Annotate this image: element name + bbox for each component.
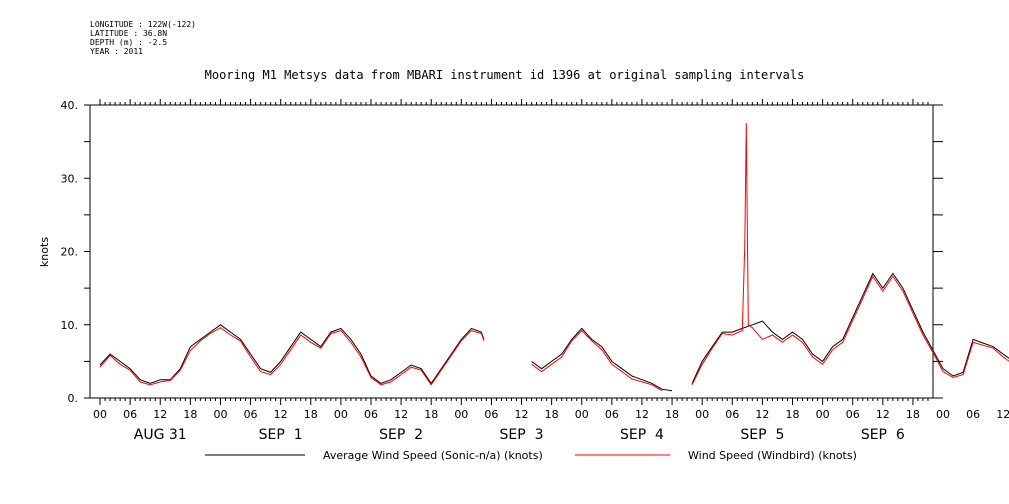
x-hour-label: 18 bbox=[183, 408, 197, 421]
x-hour-label: 18 bbox=[665, 408, 679, 421]
windbird-wind-speed-line bbox=[691, 123, 1009, 386]
y-tick-label: 0. bbox=[68, 392, 79, 405]
x-axis: 00 06 12 18 00 06 12 18 00 06 12 18 00 06 12 18 00 06 12 18… bbox=[93, 99, 1009, 443]
x-day-label: SEP 2 bbox=[379, 427, 423, 443]
longitude-label: LONGITUDE : 122W(-122) bbox=[90, 20, 196, 29]
x-hour-label: 06 bbox=[244, 408, 258, 421]
plot-frame bbox=[89, 104, 934, 399]
depth-label: DEPTH (m) : -2.5 bbox=[90, 38, 168, 47]
x-hour-label: 06 bbox=[846, 408, 860, 421]
x-hour-label: 06 bbox=[484, 408, 498, 421]
series-layer bbox=[99, 123, 1009, 392]
y-tick-label: 20. bbox=[61, 246, 79, 259]
x-hour-label: 18 bbox=[304, 408, 318, 421]
x-day-label: AUG 31 bbox=[134, 427, 187, 443]
x-day-label: SEP 5 bbox=[740, 427, 784, 443]
x-hour-label: 18 bbox=[545, 408, 559, 421]
x-hour-label: 12 bbox=[153, 408, 167, 421]
legend: Average Wind Speed (Sonic-n/a) (knots) W… bbox=[205, 449, 857, 462]
x-hour-label: 00 bbox=[936, 408, 950, 421]
x-hour-label: 00 bbox=[213, 408, 227, 421]
legend-label-windbird: Wind Speed (Windbird) (knots) bbox=[688, 449, 857, 462]
x-day-label: SEP 4 bbox=[620, 427, 664, 443]
x-hour-label: 06 bbox=[605, 408, 619, 421]
x-hour-label: 06 bbox=[123, 408, 137, 421]
year-label: YEAR : 2011 bbox=[90, 47, 143, 56]
average-wind-speed-line bbox=[531, 327, 673, 392]
x-hour-label: 00 bbox=[93, 408, 107, 421]
y-tick-label: 40. bbox=[61, 99, 79, 112]
x-hour-label: 00 bbox=[575, 408, 589, 421]
chart-title: Mooring M1 Metsys data from MBARI instru… bbox=[204, 68, 805, 82]
x-hour-label: 12 bbox=[635, 408, 649, 421]
y-axis: 0. 10. 20. 30. 40. bbox=[61, 99, 943, 405]
x-hour-label: 12 bbox=[755, 408, 769, 421]
x-hour-label: 00 bbox=[695, 408, 709, 421]
y-tick-label: 10. bbox=[61, 319, 79, 332]
x-hour-label: 12 bbox=[515, 408, 529, 421]
windbird-wind-speed-line bbox=[531, 329, 663, 392]
average-wind-speed-line bbox=[691, 272, 1009, 384]
x-hour-label: 12 bbox=[996, 408, 1009, 421]
x-day-label: SEP 6 bbox=[861, 427, 905, 443]
x-hour-label: 12 bbox=[274, 408, 288, 421]
x-day-label: SEP 3 bbox=[500, 427, 544, 443]
x-hour-label: 06 bbox=[364, 408, 378, 421]
y-tick-label: 30. bbox=[61, 172, 79, 185]
x-hour-label: 18 bbox=[786, 408, 800, 421]
x-hour-label: 12 bbox=[394, 408, 408, 421]
mooring-metadata: LONGITUDE : 122W(-122) LATITUDE : 36.8N … bbox=[90, 20, 196, 56]
x-hour-label: 00 bbox=[454, 408, 468, 421]
windbird-wind-speed-line bbox=[99, 327, 485, 386]
x-hour-label: 18 bbox=[424, 408, 438, 421]
x-hour-label: 00 bbox=[334, 408, 348, 421]
x-hour-label: 06 bbox=[725, 408, 739, 421]
x-hour-label: 12 bbox=[876, 408, 890, 421]
average-wind-speed-line bbox=[99, 324, 485, 385]
x-hour-label: 00 bbox=[816, 408, 830, 421]
x-hour-label: 18 bbox=[906, 408, 920, 421]
x-hour-label: 06 bbox=[966, 408, 980, 421]
latitude-label: LATITUDE : 36.8N bbox=[90, 29, 168, 38]
legend-label-average-wind: Average Wind Speed (Sonic-n/a) (knots) bbox=[323, 449, 543, 462]
x-day-label: SEP 1 bbox=[259, 427, 303, 443]
y-axis-label: knots bbox=[38, 237, 51, 267]
